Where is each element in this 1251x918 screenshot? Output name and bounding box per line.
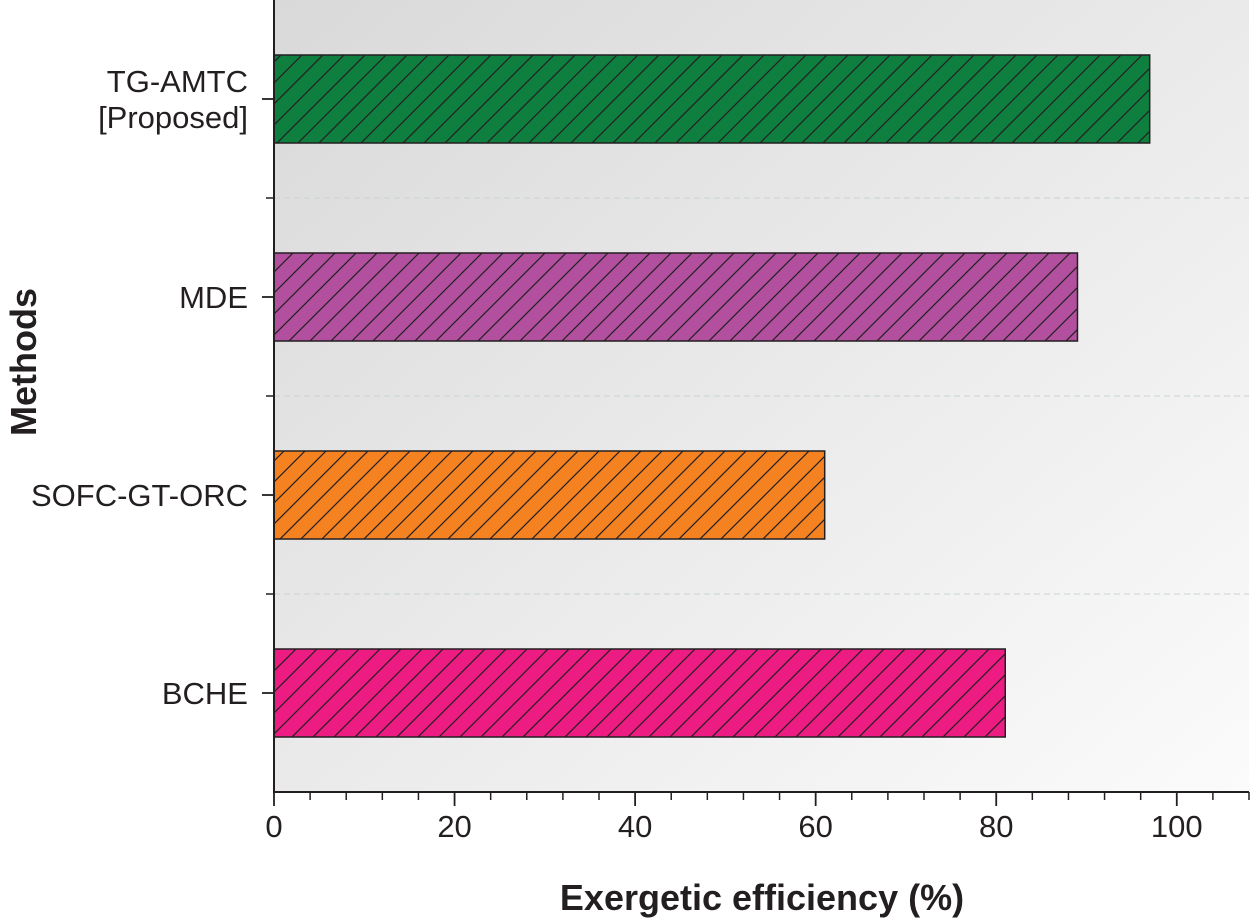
y-tick-label: BCHE [162,676,248,711]
y-tick-label: SOFC-GT-ORC [31,478,248,513]
x-axis-title: Exergetic efficiency (%) [560,877,964,918]
x-tick-label: 80 [979,809,1013,844]
bar-mde [273,252,1079,342]
bar-tg-amtc-proposed [273,54,1151,144]
bar-bche [273,648,1006,738]
y-tick-label: TG-AMTC [Proposed] [98,64,248,135]
x-tick-label: 0 [265,809,282,844]
x-tick-label: 40 [618,809,652,844]
axes [262,0,1250,806]
grid-lines [274,197,1249,595]
y-tick-label: MDE [179,280,248,315]
y-axis-title: Methods [3,288,44,436]
x-tick-label: 100 [1151,809,1203,844]
bar-sofc-gt-orc [273,450,826,540]
x-tick-label: 20 [437,809,471,844]
x-tick-label: 60 [798,809,832,844]
tick-labels: 0 20 40 60 80 100 TG-AMTC [Proposed] MDE SOFC-GT-… [31,64,1203,844]
